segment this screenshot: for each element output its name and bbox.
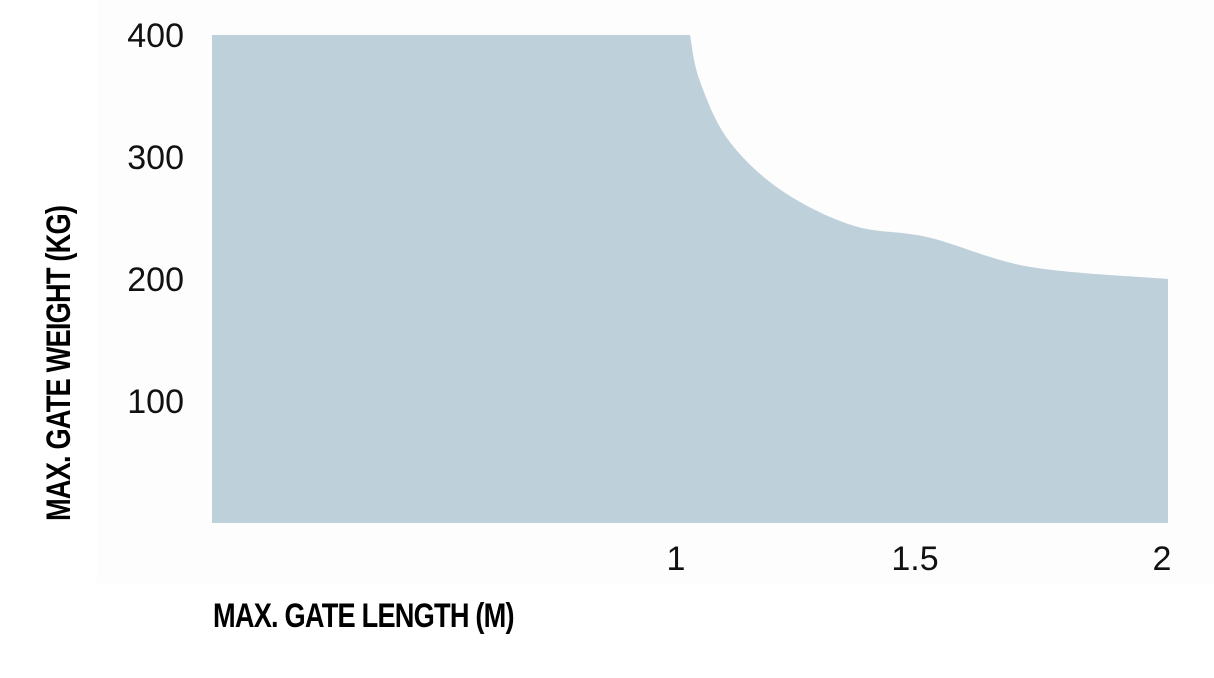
y-axis-label: MAX. GATE WEIGHT (KG) — [40, 205, 78, 521]
x-tick-label: 1 — [667, 540, 686, 578]
x-tick-label: 2 — [1153, 540, 1172, 578]
x-axis-label: MAX. GATE LENGTH (M) — [213, 597, 515, 635]
y-tick-label: 300 — [127, 139, 184, 177]
y-tick-label: 200 — [127, 261, 184, 299]
area-fill — [212, 35, 1168, 523]
y-tick-label: 100 — [127, 383, 184, 421]
y-tick-label: 400 — [127, 17, 184, 55]
x-tick-label: 1.5 — [891, 540, 938, 578]
